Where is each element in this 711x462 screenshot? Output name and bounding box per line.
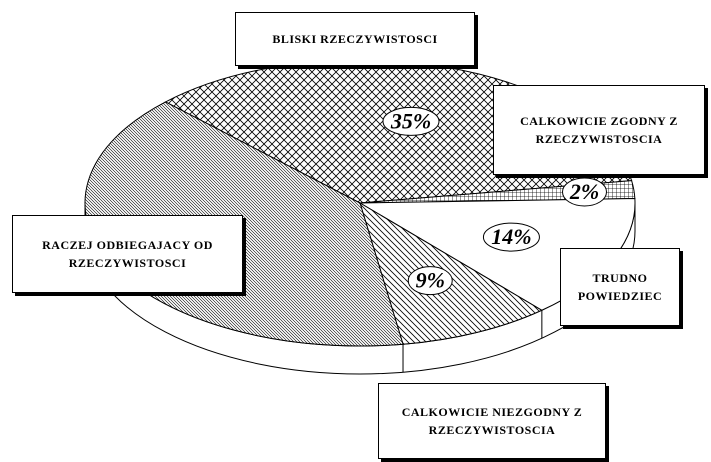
pie-slice: [359, 201, 543, 345]
value-label: 35%: [390, 108, 431, 133]
value-label: 14%: [491, 224, 531, 249]
category-label: CALKOWICIE ZGODNY Z RZECZYWISTOSCIA: [493, 85, 705, 175]
category-label: BLISKI RZECZYWISTOSCI: [235, 12, 475, 66]
value-label-bg: [561, 177, 607, 207]
value-label-bg: [407, 266, 453, 296]
category-label: TRUDNO POWIEDZIEC: [560, 248, 680, 326]
value-label-bg: [382, 106, 440, 136]
value-label-bg: [482, 222, 540, 252]
category-label: CALKOWICIE NIEZGODNY Z RZECZYWISTOSCIA: [378, 383, 606, 459]
category-label: RACZEJ ODBIEGAJACY OD RZECZYWISTOSCI: [12, 215, 243, 293]
value-label: 2%: [569, 179, 599, 204]
value-label: 9%: [416, 268, 445, 293]
